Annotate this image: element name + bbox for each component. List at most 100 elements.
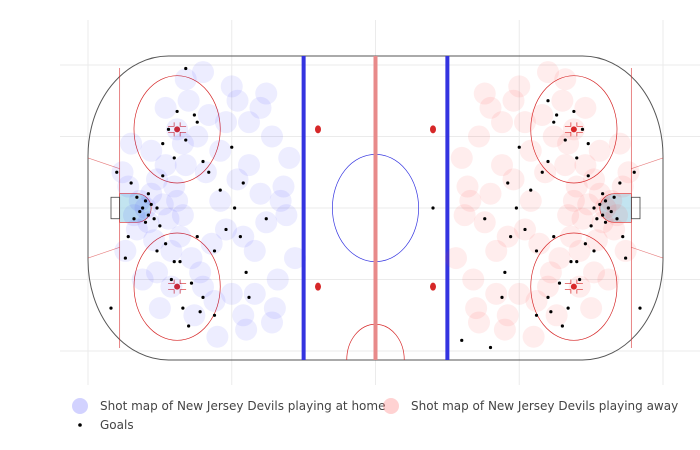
home-shot-point [146, 261, 168, 283]
goal-point [604, 199, 607, 202]
goal-point [184, 67, 187, 70]
goal-point [230, 146, 233, 149]
home-shot-point [244, 283, 266, 305]
home-shot-point [221, 283, 243, 305]
away-shot-point [454, 204, 476, 226]
goal-point [161, 174, 164, 177]
legend-marker-away [383, 398, 399, 414]
home-shot-point [267, 269, 289, 291]
goal-point [604, 221, 607, 224]
goal-point [431, 206, 434, 209]
away-shot-point [508, 283, 530, 305]
goal-point [546, 99, 549, 102]
away-shot-point [508, 75, 530, 97]
home-shot-point [155, 97, 177, 119]
goal-point [170, 278, 173, 281]
goal-point [587, 174, 590, 177]
legend-item-away[interactable]: Shot map of New Jersey Devils playing aw… [383, 398, 678, 414]
goal-point [199, 310, 202, 313]
away-shot-point [468, 125, 490, 147]
goal-point [595, 217, 598, 220]
away-shot-point [520, 190, 542, 212]
goal-point [155, 249, 158, 252]
goal-point [535, 249, 538, 252]
home-shot-point [183, 304, 205, 326]
legend: Shot map of New Jersey Devils playing at… [72, 398, 678, 432]
home-shot-point [284, 247, 306, 269]
goal-point [515, 206, 518, 209]
away-shot-point [569, 240, 591, 262]
neutral-faceoff-dot [430, 283, 436, 291]
home-shot-point [275, 204, 297, 226]
goal-point [633, 171, 636, 174]
goal-point [109, 307, 112, 310]
goal-point [184, 138, 187, 141]
away-shot-point [546, 304, 568, 326]
away-shot-point [480, 183, 502, 205]
goal-point [130, 181, 133, 184]
goal-point [138, 210, 141, 213]
home-shot-point [255, 83, 277, 105]
away-shot-point [445, 247, 467, 269]
legend-item-home[interactable]: Shot map of New Jersey Devils playing at… [72, 398, 385, 414]
home-shot-point [112, 161, 134, 183]
away-shot-point [451, 147, 473, 169]
legend-label-goals: Goals [100, 418, 134, 432]
neutral-faceoff-dot [315, 283, 321, 291]
away-shot-point [537, 61, 559, 83]
goal-point [147, 214, 150, 217]
goal-point [558, 282, 561, 285]
away-shot-point [583, 261, 605, 283]
series-0 [112, 61, 307, 348]
goal-point [115, 171, 118, 174]
home-shot-point [120, 133, 142, 155]
goal-point [523, 228, 526, 231]
goal-point [147, 192, 150, 195]
series-1 [445, 61, 640, 348]
goal-point [150, 203, 153, 206]
goal-point [155, 206, 158, 209]
goal-point [500, 296, 503, 299]
goal-point [564, 138, 567, 141]
goal-point [610, 210, 613, 213]
goal-point [207, 171, 210, 174]
goal-point [181, 307, 184, 310]
legend-item-goals[interactable]: Goals [78, 418, 133, 432]
goal-point [506, 181, 509, 184]
goal-point [598, 203, 601, 206]
home-shot-point [221, 75, 243, 97]
goal-point [601, 214, 604, 217]
goal-point [176, 110, 179, 113]
home-shot-point [209, 140, 231, 162]
away-shot-point [523, 326, 545, 348]
away-shot-point [491, 111, 513, 133]
goal-point [187, 324, 190, 327]
home-shot-point [206, 326, 228, 348]
goal-point [552, 235, 555, 238]
goal-point [621, 235, 624, 238]
goal-point [607, 206, 610, 209]
goal-point [164, 242, 167, 245]
goal-point [592, 249, 595, 252]
goal-point [201, 160, 204, 163]
home-shot-point [160, 240, 182, 262]
neutral-faceoff-dot [430, 125, 436, 133]
home-shot-point [175, 154, 197, 176]
away-shot-point [609, 133, 631, 155]
goal-point [552, 121, 555, 124]
goal-point [483, 217, 486, 220]
legend-marker-goals [78, 423, 82, 427]
away-shot-point [468, 311, 490, 333]
goal-point [173, 156, 176, 159]
goal-point [567, 307, 570, 310]
away-shot-point [474, 83, 496, 105]
goal-point [144, 199, 147, 202]
goal-point [546, 160, 549, 163]
home-shot-point [189, 261, 211, 283]
goal-point [561, 324, 564, 327]
home-shot-point [172, 133, 194, 155]
home-shot-point [195, 161, 217, 183]
away-shot-point [557, 133, 579, 155]
home-shot-point [261, 311, 283, 333]
legend-marker-home [72, 398, 88, 414]
